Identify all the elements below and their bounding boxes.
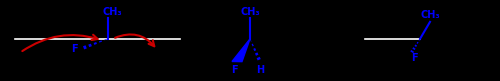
- Polygon shape: [232, 39, 250, 62]
- Text: H: H: [256, 65, 264, 75]
- Text: CH₃: CH₃: [102, 7, 122, 17]
- Text: F: F: [70, 44, 78, 54]
- Text: F: F: [410, 53, 418, 63]
- Text: F: F: [230, 65, 237, 75]
- Text: CH₃: CH₃: [240, 7, 260, 17]
- Text: CH₃: CH₃: [420, 10, 440, 20]
